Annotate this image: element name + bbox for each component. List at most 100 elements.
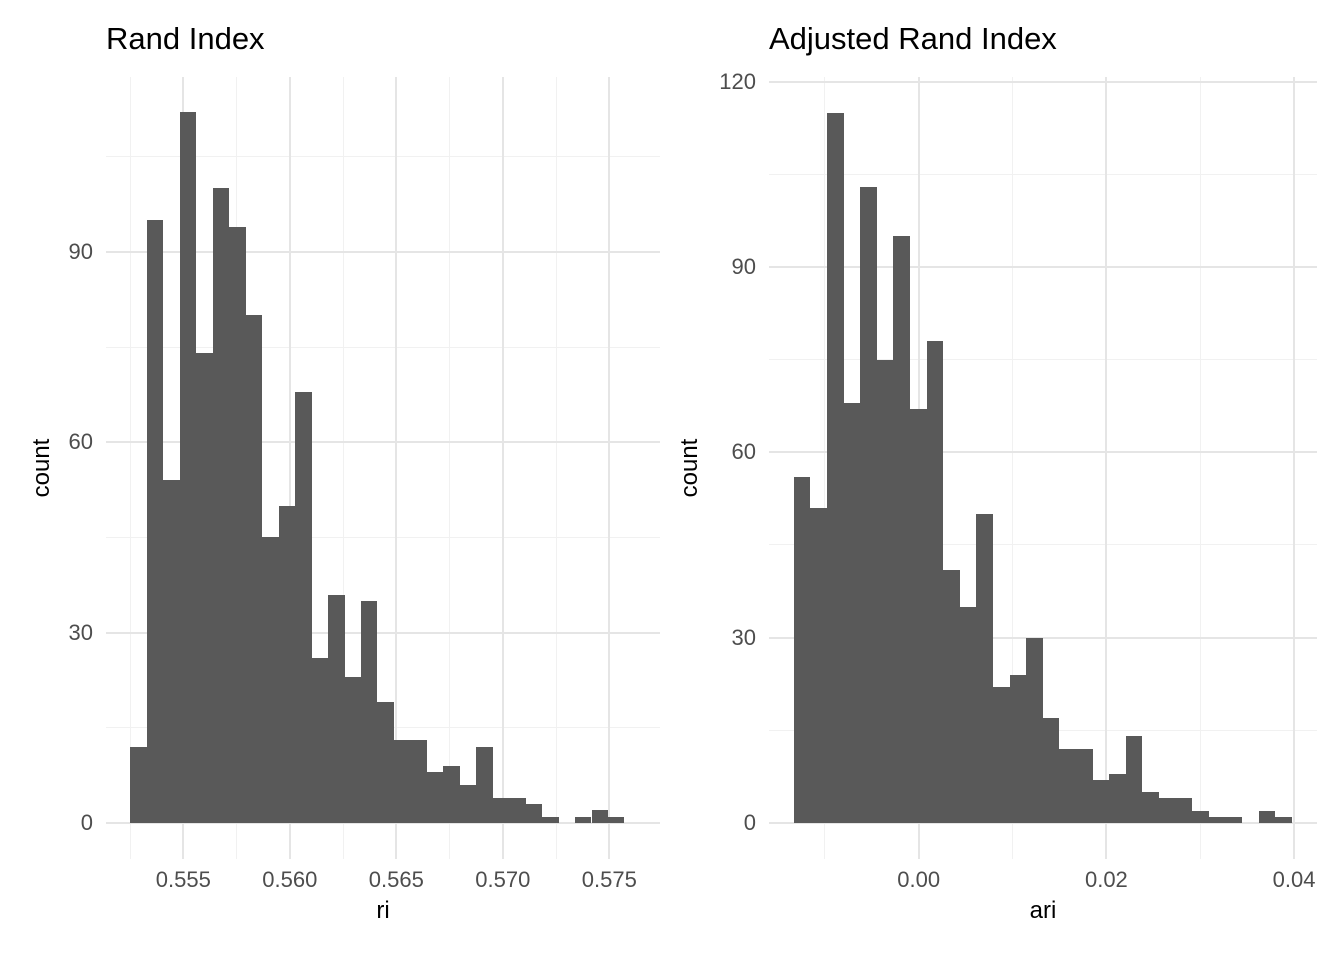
histogram-bar <box>893 236 910 823</box>
histogram-bar <box>295 391 312 823</box>
histogram-bar <box>1192 810 1209 823</box>
histogram-bar <box>443 765 460 823</box>
histogram-bar <box>876 359 894 823</box>
grid-line-y-major <box>106 821 660 824</box>
right-plot-title: Adjusted Rand Index <box>769 21 1057 56</box>
histogram-bar <box>410 740 427 823</box>
histogram-bar <box>843 402 861 823</box>
histogram-bar <box>229 226 246 823</box>
y-axis-tick-label: 30 <box>731 624 756 650</box>
histogram-bar <box>311 658 329 823</box>
histogram-bar <box>909 409 927 823</box>
y-axis-tick-label: 60 <box>731 439 756 465</box>
histogram-bar <box>328 594 345 823</box>
histogram-bar <box>826 112 844 823</box>
grid-line-x-minor <box>449 77 451 859</box>
histogram-bar <box>492 797 510 823</box>
grid-line-y-major <box>769 265 1317 268</box>
histogram-bar <box>179 112 197 823</box>
grid-line-y-major <box>769 451 1317 454</box>
grid-line-x-major <box>1105 77 1108 859</box>
histogram-bar <box>212 188 230 823</box>
grid-line-y-major <box>106 631 660 634</box>
grid-line-y-major <box>106 441 660 444</box>
grid-line-y-minor <box>769 173 1317 175</box>
histogram-bar <box>278 505 296 823</box>
histogram-bar <box>1059 748 1076 823</box>
y-axis-tick-label: 90 <box>68 238 93 264</box>
histogram-bar <box>509 797 526 823</box>
histogram-bar <box>1225 816 1243 823</box>
grid-line-y-minor <box>106 346 660 348</box>
histogram-bar <box>860 186 877 823</box>
histogram-bar <box>459 784 477 823</box>
y-axis-tick-label: 60 <box>68 429 93 455</box>
histogram-bar <box>163 480 180 823</box>
histogram-bar <box>1092 779 1110 823</box>
grid-line-y-minor <box>106 536 660 538</box>
histogram-bar <box>344 677 361 823</box>
histogram-bar <box>1042 717 1060 823</box>
histogram-bar <box>993 687 1010 823</box>
histogram-bar <box>426 772 444 823</box>
grid-line-x-major <box>395 77 398 859</box>
histogram-bar <box>1208 816 1226 823</box>
grid-line-x-minor <box>342 77 344 859</box>
grid-line-y-minor <box>769 359 1317 361</box>
y-axis-tick-label: 120 <box>719 68 756 94</box>
histogram-bar <box>1076 748 1093 823</box>
histogram-bar <box>793 477 811 823</box>
histogram-bar <box>575 816 592 823</box>
y-axis-tick-label: 0 <box>743 809 756 835</box>
histogram-bar <box>926 341 944 823</box>
grid-line-x-minor <box>824 77 826 859</box>
grid-line-x-minor <box>1199 77 1201 859</box>
histogram-bar <box>959 606 977 823</box>
x-axis-tick-label: 0.560 <box>262 866 318 892</box>
histogram-bar <box>1159 798 1176 823</box>
histogram-bar <box>1125 736 1143 823</box>
y-axis-tick-label: 0 <box>80 809 93 835</box>
x-axis-tick-label: 0.570 <box>475 866 531 892</box>
right-x-axis-title: ari <box>1029 897 1057 924</box>
grid-line-y-minor <box>769 544 1317 546</box>
histogram-bar <box>377 702 394 823</box>
histogram-bar <box>542 816 559 823</box>
histogram-bar <box>1009 674 1027 823</box>
histogram-bar <box>130 746 147 823</box>
grid-line-x-major <box>501 77 504 859</box>
histogram-bar <box>976 514 993 823</box>
grid-line-x-major <box>1293 77 1296 859</box>
right-y-axis-title: count <box>676 438 703 498</box>
histogram-bar <box>393 740 411 823</box>
grid-line-y-major <box>769 80 1317 83</box>
histogram-bar <box>1142 792 1160 823</box>
histogram-bar <box>1109 773 1126 823</box>
histogram-bar <box>1258 810 1276 823</box>
y-axis-tick-label: 90 <box>731 253 756 279</box>
histogram-bar <box>476 746 493 823</box>
histogram-bar <box>360 600 378 823</box>
grid-line-x-minor <box>129 77 131 859</box>
grid-line-y-major <box>769 636 1317 639</box>
histogram-bar <box>1026 637 1043 823</box>
x-axis-tick-label: 0.565 <box>368 866 424 892</box>
x-axis-tick-label: 0.575 <box>581 866 637 892</box>
histogram-bar <box>245 315 263 823</box>
histogram-bar <box>1275 816 1292 823</box>
histogram-bar <box>943 569 960 823</box>
left-plot-title: Rand Index <box>106 21 265 56</box>
x-axis-tick-label: 0.00 <box>897 866 941 892</box>
x-axis-tick-label: 0.04 <box>1272 866 1316 892</box>
grid-line-y-major <box>106 250 660 253</box>
histogram-bar <box>196 353 213 823</box>
histogram-bar <box>1175 798 1193 823</box>
x-axis-tick-label: 0.02 <box>1084 866 1128 892</box>
left-x-axis-title: ri <box>376 897 390 924</box>
x-axis-tick-label: 0.555 <box>155 866 211 892</box>
histogram-bar <box>262 537 279 823</box>
histogram-bar <box>810 507 827 823</box>
histogram-bar <box>607 816 625 823</box>
grid-line-y-minor <box>106 156 660 158</box>
histogram-bar <box>525 803 543 823</box>
